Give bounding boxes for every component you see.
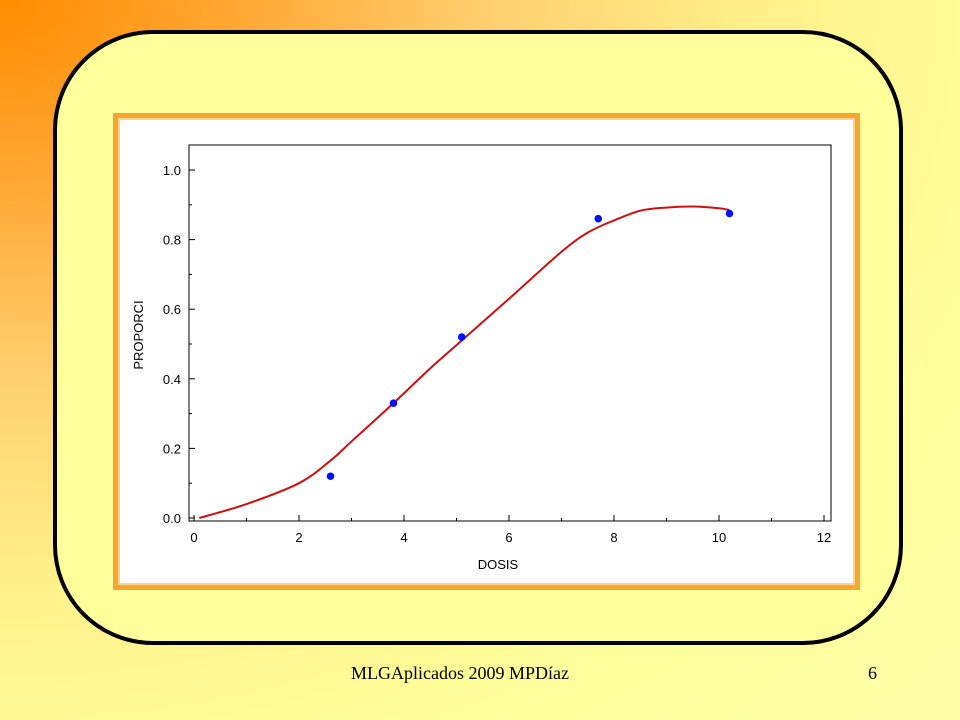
x-tick-label: 2: [295, 530, 302, 545]
fitted-curve: [198, 205, 730, 519]
y-tick-label: 0.4: [163, 372, 181, 387]
chart-marks: [198, 205, 734, 519]
y-tick-label: 0.8: [163, 233, 181, 248]
slide-number: 6: [868, 663, 877, 683]
y-tick-label: 0.6: [163, 302, 181, 317]
y-tick-label: 0.2: [163, 441, 181, 456]
data-point: [326, 472, 335, 481]
data-point: [457, 333, 466, 341]
x-axis-label: DOSIS: [478, 557, 519, 572]
x-tick-label: 6: [505, 530, 512, 545]
axis-ticks: 0 2 4 6 8 10 12 0.0 0.2 0.4 0.6 0.8 1.0: [163, 163, 831, 545]
chart-panel: DOSIS PROPORCI 0 2 4 6 8 10 12 0.0 0.2 0.4 0.6 0.8 1…: [113, 113, 860, 590]
y-tick-label: 0.0: [163, 511, 181, 526]
x-tick-label: 12: [817, 530, 831, 545]
x-tick-label: 4: [400, 530, 407, 545]
data-point: [389, 399, 398, 407]
y-axis-label: PROPORCI: [131, 300, 146, 369]
y-tick-label: 1.0: [163, 163, 181, 178]
data-point: [594, 214, 603, 223]
data-point: [725, 209, 734, 218]
x-tick-label: 0: [190, 530, 197, 545]
x-tick-label: 10: [712, 530, 726, 545]
plot-area: [188, 144, 832, 522]
footer-credit: MLGAplicados 2009 MPDíaz: [351, 663, 569, 683]
x-tick-label: 8: [610, 530, 617, 545]
dose-response-chart: DOSIS PROPORCI 0 2 4 6 8 10 12 0.0 0.2 0.4 0.6 0.8 1…: [131, 144, 832, 572]
